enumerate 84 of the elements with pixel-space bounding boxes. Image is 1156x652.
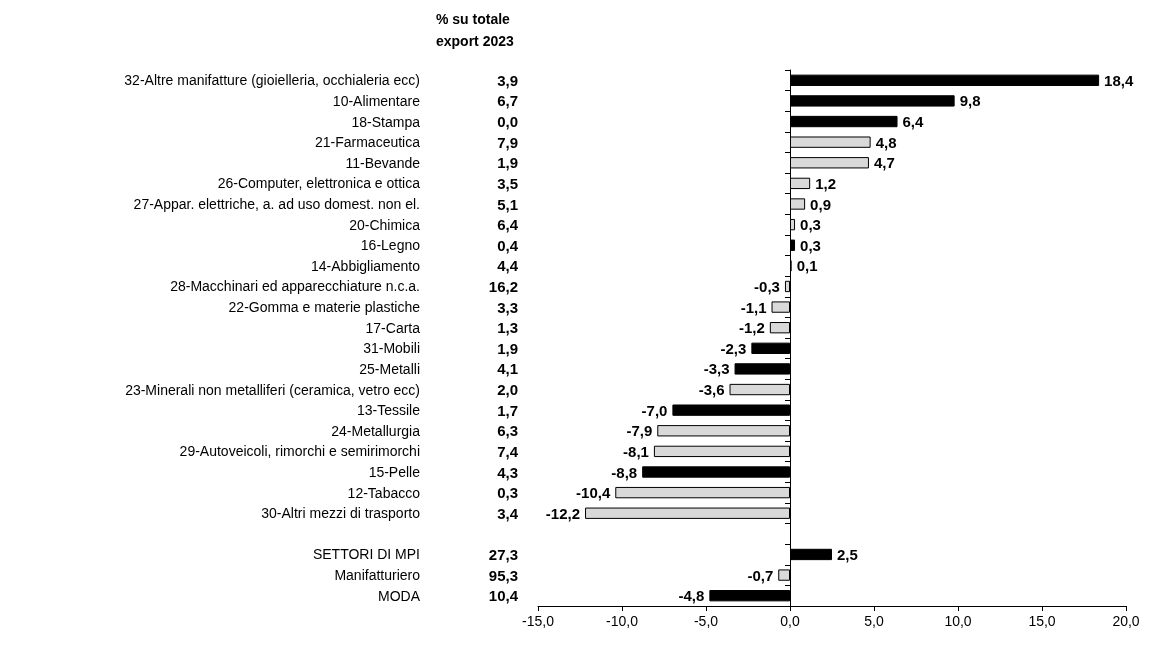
data-label: 4,7 — [873, 154, 895, 172]
y-tick-label: MODA — [378, 587, 421, 604]
data-label: 0,9 — [810, 195, 831, 213]
x-tick-label: 20,0 — [1112, 613, 1140, 629]
y-tick-label: 25-Metalli — [359, 360, 420, 377]
y-tick-label: 16-Legno — [360, 237, 421, 254]
data-label: 6,4 — [902, 113, 925, 131]
data-label: 4,8 — [875, 133, 897, 151]
y-tick-label: 10-Alimentare — [332, 92, 421, 109]
text: 6,7 — [497, 92, 518, 110]
data-label: -8,1 — [623, 442, 649, 460]
data-label: -4,8 — [678, 587, 705, 605]
y-tick-label: 11-Bevande — [345, 154, 421, 171]
x-tick-label: 0,0 — [780, 613, 800, 629]
y-tick-label: 32-Altre manifatture (gioielleria, occhialeria ecc) — [124, 72, 420, 89]
text: 2,0 — [497, 381, 518, 399]
text: 1,7 — [497, 401, 518, 419]
x-tick-label: -10,0 — [606, 613, 639, 629]
data-label: -10,4 — [576, 484, 611, 502]
text: 95,3 — [488, 566, 518, 584]
data-label: 2,5 — [837, 545, 858, 563]
data-label: -1,2 — [738, 319, 765, 337]
text: 4,4 — [497, 257, 519, 275]
data-label: 9,8 — [959, 92, 981, 110]
text: 3,3 — [497, 298, 518, 316]
text: 7,4 — [497, 442, 519, 460]
data-label: -2,3 — [720, 339, 747, 357]
text: 4,3 — [497, 463, 518, 481]
text: 3,9 — [497, 71, 518, 89]
y-tick-label: 21-Farmaceutica — [314, 134, 421, 151]
x-tick-label: 15,0 — [1028, 613, 1056, 629]
data-label: -3,6 — [698, 381, 725, 399]
y-tick-label: 12-Tabacco — [347, 484, 421, 501]
text: 6,3 — [497, 422, 518, 440]
data-label: -12,2 — [545, 504, 581, 522]
data-label: -8,8 — [611, 463, 638, 481]
data-label: 18,4 — [1104, 71, 1134, 89]
text: 1,3 — [497, 319, 518, 337]
text: 0,0 — [497, 113, 518, 131]
data-label: -1,1 — [740, 298, 767, 316]
data-label: 0,3 — [800, 216, 821, 234]
text: 27,3 — [488, 545, 518, 563]
y-tick-label: 15-Pelle — [368, 464, 421, 480]
data-label: -0,7 — [747, 566, 774, 584]
y-tick-label: 14-Abbigliamento — [311, 257, 421, 274]
text: 7,9 — [497, 133, 518, 151]
text: 0,3 — [497, 484, 518, 502]
x-tick-label: 10,0 — [944, 613, 972, 629]
y-tick-label: Manifatturiero — [334, 567, 421, 584]
y-tick-label: 23-Minerali non metalliferi (ceramica, vetro ecc) — [125, 381, 420, 398]
x-tick-label: -5,0 — [693, 613, 719, 629]
y-tick-label: 20-Chimica — [349, 216, 421, 233]
data-label: -7,9 — [626, 422, 653, 440]
text: 1,9 — [497, 154, 518, 172]
y-tick-label: 17-Carta — [365, 319, 421, 336]
y-tick-label: SETTORI DI MPI — [312, 546, 420, 563]
text: 0,4 — [497, 236, 519, 254]
y-tick-label: 30-Altri mezzi di trasporto — [261, 505, 421, 522]
y-tick-label: 18-Stampa — [351, 113, 421, 130]
text: % su totale export 2023 — [436, 11, 515, 49]
data-label: 1,2 — [815, 174, 837, 192]
text: 10,4 — [488, 587, 519, 605]
x-tick-label: -15,0 — [522, 613, 555, 629]
y-tick-label: 22-Gomma e materie plastiche — [228, 299, 421, 316]
y-tick-label: 27-Appar. elettriche, a. ad uso domest. non el. — [133, 196, 420, 212]
data-label: -3,3 — [703, 360, 730, 378]
data-label: 0,1 — [796, 257, 818, 275]
text: 16,2 — [488, 277, 518, 295]
text: 6,4 — [497, 216, 519, 234]
y-tick-label: 26-Computer, elettronica e ottica — [217, 175, 421, 192]
data-label: 0,3 — [800, 236, 821, 254]
y-tick-label: 28-Macchinari ed apparecchiature n.c.a. — [170, 278, 420, 295]
y-tick-label: 13-Tessile — [356, 402, 421, 419]
data-label: -0,3 — [754, 277, 780, 295]
x-tick-label: 5,0 — [864, 613, 884, 629]
y-tick-label: 29-Autoveicoli, rimorchi e semirimorchi — [179, 443, 420, 460]
data-label: -7,0 — [641, 401, 668, 419]
text: 5,1 — [497, 195, 518, 213]
text: 1,9 — [497, 339, 518, 357]
text: 3,4 — [497, 504, 519, 522]
y-tick-label: 31-Mobili — [363, 340, 420, 357]
text: 3,5 — [497, 174, 518, 192]
y-tick-label: 24-Metallurgia — [331, 422, 421, 439]
text: 4,1 — [497, 360, 518, 378]
